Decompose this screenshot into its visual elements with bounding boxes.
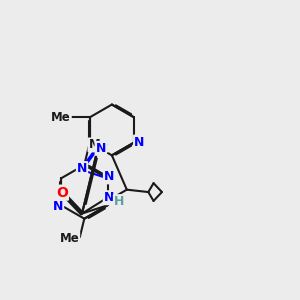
Text: Me: Me [51,111,71,124]
Text: N: N [77,162,87,175]
Text: Me: Me [88,138,108,152]
Text: N: N [53,200,63,213]
Text: H: H [114,195,124,208]
Text: Me: Me [59,232,79,245]
Text: O: O [56,186,68,200]
Text: N: N [134,136,144,148]
Text: N: N [104,191,114,204]
Text: N: N [96,142,106,155]
Text: N: N [104,170,114,183]
